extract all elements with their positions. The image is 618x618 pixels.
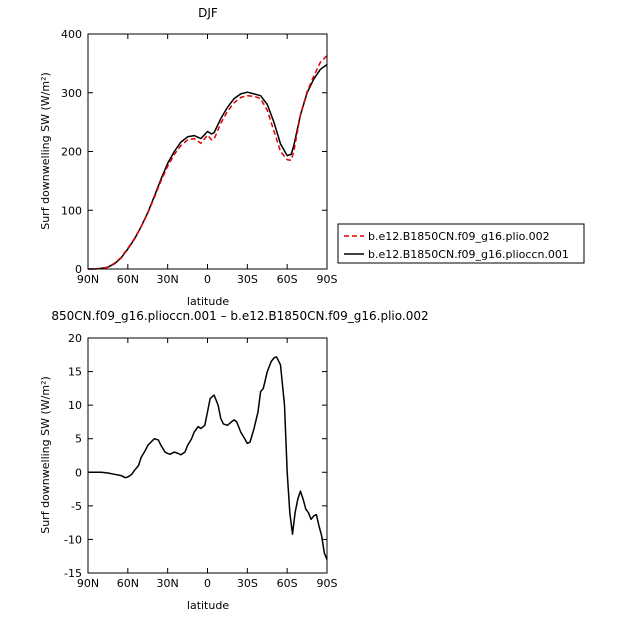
legend-label-plio: b.e12.B1850CN.f09_g16.plio.002 — [368, 230, 550, 243]
legend: b.e12.B1850CN.f09_g16.plio.002 b.e12.B18… — [337, 223, 585, 264]
top-x-tick-label: 90N — [77, 273, 99, 286]
bottom-plot-frame — [87, 337, 328, 574]
top-panel: DJF Surf downwelling SW (W/m²) latitude … — [39, 6, 338, 308]
bottom-y-tick-label: 5 — [75, 433, 82, 446]
bottom-chart-title: 850CN.f09_g16.plioccn.001 – b.e12.B1850C… — [51, 309, 428, 323]
bottom-x-tick-label: 30S — [237, 577, 258, 590]
top-x-tick-label: 60S — [277, 273, 298, 286]
bottom-y-tick-label: -10 — [64, 533, 82, 546]
top-x-tick-label: 60N — [117, 273, 139, 286]
top-x-axis-label: latitude — [187, 295, 229, 308]
bottom-x-tick-label: 0 — [204, 577, 211, 590]
bottom-y-tick-label: 20 — [68, 332, 82, 345]
top-axis-ticks: 90N 60N 30N 0 30S 60S 90S 0 100 200 300 400 — [61, 28, 338, 286]
top-y-tick-label: 100 — [61, 204, 82, 217]
top-x-tick-label: 0 — [204, 273, 211, 286]
bottom-x-tick-label: 60S — [277, 577, 298, 590]
bottom-y-tick-label: 0 — [75, 466, 82, 479]
top-x-tick-label: 30S — [237, 273, 258, 286]
legend-box — [337, 223, 585, 264]
bottom-axis-ticks: 90N 60N 30N 0 30S 60S 90S -15 -10 -5 0 5 10 15 20 — [64, 332, 337, 590]
bottom-x-tick-label: 60N — [117, 577, 139, 590]
bottom-y-tick-label: -5 — [71, 500, 82, 513]
top-x-tick-label: 30N — [157, 273, 179, 286]
bottom-x-tick-label: 30N — [157, 577, 179, 590]
top-plot-frame — [87, 33, 328, 270]
top-y-tick-label: 200 — [61, 146, 82, 159]
bottom-x-tick-label: 90N — [77, 577, 99, 590]
top-x-tick-label: 90S — [317, 273, 338, 286]
top-series-line-1 — [88, 55, 328, 270]
top-y-tick-label: 400 — [61, 28, 82, 41]
top-y-tick-label: 300 — [61, 87, 82, 100]
bottom-series-group — [88, 356, 328, 560]
bottom-series-line-0 — [88, 356, 328, 560]
top-chart-title: DJF — [198, 6, 218, 20]
bottom-x-axis-label: latitude — [187, 599, 229, 612]
top-series-group — [88, 55, 328, 270]
top-y-axis-label: Surf downwelling SW (W/m²) — [39, 72, 52, 230]
bottom-panel: 850CN.f09_g16.plioccn.001 – b.e12.B1850C… — [39, 309, 429, 612]
bottom-y-tick-label: 10 — [68, 399, 82, 412]
top-series-line-0 — [88, 63, 328, 270]
bottom-y-tick-label: -15 — [64, 567, 82, 580]
bottom-y-axis-label: Surf downwelling SW (W/m²) — [39, 376, 52, 534]
top-y-tick-label: 0 — [75, 263, 82, 276]
bottom-x-tick-label: 90S — [317, 577, 338, 590]
bottom-y-tick-label: 15 — [68, 366, 82, 379]
legend-label-plioccn: b.e12.B1850CN.f09_g16.plioccn.001 — [368, 248, 569, 261]
